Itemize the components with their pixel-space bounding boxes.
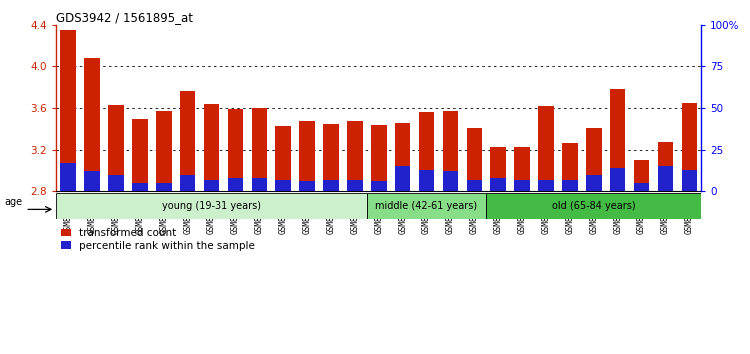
- Bar: [562, 143, 578, 191]
- Bar: [251, 108, 267, 191]
- Bar: [658, 166, 674, 191]
- Bar: [275, 126, 291, 191]
- Bar: [610, 89, 626, 191]
- Bar: [538, 179, 554, 191]
- Bar: [490, 148, 506, 191]
- Bar: [204, 104, 219, 191]
- Bar: [395, 166, 410, 191]
- Legend: transformed count, percentile rank within the sample: transformed count, percentile rank withi…: [62, 228, 255, 251]
- Bar: [347, 179, 363, 191]
- Text: GDS3942 / 1561895_at: GDS3942 / 1561895_at: [56, 11, 194, 24]
- Bar: [634, 160, 650, 191]
- Bar: [323, 124, 339, 191]
- Text: old (65-84 years): old (65-84 years): [552, 201, 635, 211]
- Bar: [251, 178, 267, 191]
- Bar: [347, 121, 363, 191]
- Bar: [466, 179, 482, 191]
- Text: age: age: [4, 197, 23, 207]
- Bar: [156, 183, 172, 191]
- Bar: [180, 175, 196, 191]
- Bar: [634, 183, 650, 191]
- Bar: [442, 171, 458, 191]
- Bar: [486, 193, 701, 219]
- Bar: [586, 175, 602, 191]
- Bar: [108, 105, 124, 191]
- Bar: [538, 106, 554, 191]
- Bar: [275, 179, 291, 191]
- Bar: [228, 109, 243, 191]
- Bar: [61, 163, 76, 191]
- Bar: [682, 103, 697, 191]
- Bar: [299, 181, 315, 191]
- Bar: [84, 58, 100, 191]
- Bar: [132, 119, 148, 191]
- Bar: [419, 112, 434, 191]
- Bar: [586, 128, 602, 191]
- Bar: [299, 121, 315, 191]
- Bar: [367, 193, 486, 219]
- Bar: [658, 142, 674, 191]
- Bar: [132, 183, 148, 191]
- Bar: [61, 30, 76, 191]
- Bar: [514, 179, 529, 191]
- Bar: [156, 111, 172, 191]
- Bar: [180, 91, 196, 191]
- Text: middle (42-61 years): middle (42-61 years): [376, 201, 478, 211]
- Bar: [228, 178, 243, 191]
- Bar: [371, 125, 386, 191]
- Bar: [514, 148, 529, 191]
- Bar: [204, 179, 219, 191]
- Bar: [371, 181, 386, 191]
- Bar: [610, 168, 626, 191]
- Bar: [562, 179, 578, 191]
- Bar: [323, 179, 339, 191]
- Bar: [395, 122, 410, 191]
- Bar: [682, 170, 697, 191]
- Bar: [466, 128, 482, 191]
- Bar: [56, 193, 367, 219]
- Bar: [108, 175, 124, 191]
- Bar: [490, 178, 506, 191]
- Text: young (19-31 years): young (19-31 years): [162, 201, 261, 211]
- Bar: [84, 171, 100, 191]
- Bar: [442, 111, 458, 191]
- Bar: [419, 170, 434, 191]
